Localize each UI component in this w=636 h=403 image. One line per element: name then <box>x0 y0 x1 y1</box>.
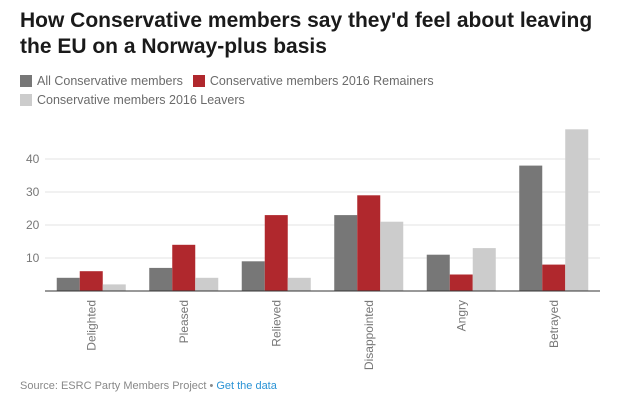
legend-item-all: All Conservative members <box>20 74 183 88</box>
get-the-data-link[interactable]: Get the data <box>216 380 277 392</box>
bar <box>287 277 311 291</box>
bar <box>334 215 358 291</box>
legend: All Conservative members Conservative me… <box>20 71 620 109</box>
legend-row-1: All Conservative members Conservative me… <box>20 71 620 90</box>
legend-swatch-leavers <box>20 93 32 106</box>
bar <box>241 261 265 291</box>
x-tick-label: Pleased <box>177 300 191 343</box>
legend-label-remainers: Conservative members 2016 Remainers <box>209 73 434 88</box>
legend-row-2: Conservative members 2016 Leavers <box>20 90 620 109</box>
bar <box>149 267 173 291</box>
y-tick-label: 10 <box>26 251 40 265</box>
y-tick-label: 40 <box>26 152 40 166</box>
legend-swatch-all <box>20 74 32 87</box>
bar <box>172 244 196 291</box>
bar <box>380 221 404 291</box>
legend-item-remainers: Conservative members 2016 Remainers <box>192 73 434 88</box>
bar <box>357 195 381 291</box>
bar <box>79 271 103 291</box>
x-tick-label: Disappointed <box>362 300 376 370</box>
y-tick-label: 30 <box>26 185 40 199</box>
source-text: Source: ESRC Party Members Project <box>20 380 207 392</box>
bar <box>56 277 80 291</box>
legend-swatch-remainers <box>192 74 205 87</box>
footer: Source: ESRC Party Members Project • Get t… <box>20 380 277 392</box>
bar <box>426 254 450 291</box>
bar <box>102 284 126 291</box>
bar <box>519 165 543 291</box>
bar <box>565 129 589 291</box>
y-tick-label: 20 <box>26 218 40 232</box>
legend-label-leavers: Conservative members 2016 Leavers <box>37 92 245 107</box>
x-tick-label: Delighted <box>84 300 98 351</box>
x-tick-label: Relieved <box>269 300 283 347</box>
chart-title: How Conservative members say they'd feel… <box>20 9 593 58</box>
bar <box>195 277 219 291</box>
bar <box>472 248 496 291</box>
legend-label-all: All Conservative members <box>37 73 183 88</box>
bar <box>449 274 473 291</box>
bar <box>264 215 288 291</box>
x-tick-label: Betrayed <box>547 300 561 348</box>
x-tick-label: Angry <box>454 300 468 331</box>
legend-item-leavers: Conservative members 2016 Leavers <box>20 93 245 107</box>
bar <box>542 264 566 291</box>
footer-separator: • <box>209 380 214 392</box>
